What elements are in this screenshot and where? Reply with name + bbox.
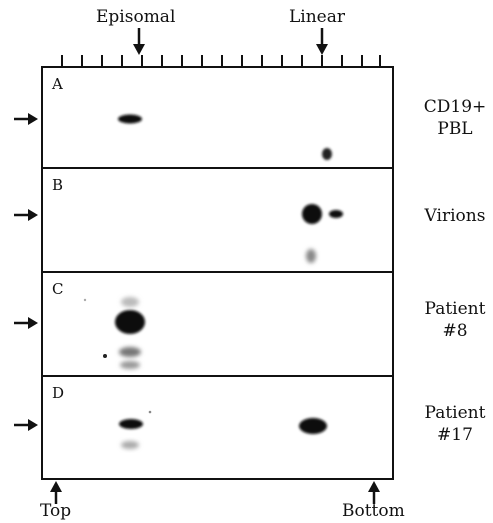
panel-c-label: Patient #8: [405, 298, 493, 342]
speck: [103, 354, 107, 358]
panel-c-label-line-2: #8: [442, 321, 468, 342]
panel-d-bands: [119, 410, 327, 449]
down-arrow-icon: [133, 28, 145, 55]
episomal-label: Episomal: [96, 7, 176, 27]
panel-a-label-line-1: CD19+: [423, 97, 487, 117]
right-arrow-icon: [14, 113, 38, 125]
panel-d-label-line-2: #17: [437, 425, 473, 446]
panel-frame: [41, 66, 394, 480]
panel-d-label: Patient #17: [405, 402, 493, 446]
panel-b-bands: [302, 204, 343, 263]
panel-c-label-line-1: Patient: [424, 299, 486, 319]
band: [115, 310, 145, 334]
up-arrow-icon: [50, 481, 62, 504]
band: [121, 297, 139, 307]
ruler: [42, 55, 393, 68]
band: [119, 419, 143, 429]
panel-a-bands: [118, 114, 332, 160]
band: [118, 114, 142, 124]
speck: [148, 410, 152, 414]
band: [120, 361, 140, 369]
up-arrow-icon: [368, 481, 380, 504]
panel-d-label-line-1: Patient: [424, 403, 486, 423]
band: [299, 418, 327, 434]
band: [322, 148, 332, 160]
panel-b-label-line-1: Virions: [424, 206, 486, 226]
band: [121, 441, 139, 449]
panel-letter-c: C: [52, 280, 64, 298]
down-arrow-icon: [316, 28, 328, 55]
panel-letter-a: A: [52, 75, 63, 93]
panel-a-label-line-2: PBL: [437, 119, 473, 140]
right-arrow-icon: [14, 209, 38, 221]
panel-b-label: Virions: [405, 205, 493, 227]
bottom-label: Bottom: [342, 501, 405, 521]
speck: [83, 298, 87, 302]
band: [302, 204, 322, 224]
right-arrow-icon: [14, 317, 38, 329]
linear-label: Linear: [289, 7, 345, 27]
panel-c-bands: [83, 297, 145, 369]
panel-a-label: CD19+ PBL: [405, 96, 493, 140]
band: [306, 249, 316, 263]
band: [119, 347, 141, 357]
panel-letter-d: D: [52, 384, 65, 402]
top-label: Top: [40, 501, 72, 521]
right-arrow-icon: [14, 419, 38, 431]
panel-letter-b: B: [52, 176, 64, 194]
band: [329, 210, 343, 218]
